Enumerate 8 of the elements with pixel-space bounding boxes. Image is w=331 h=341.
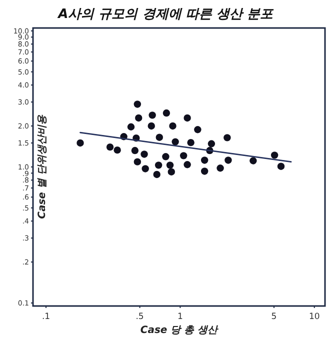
x-tick-label: 1 bbox=[177, 312, 183, 322]
x-tick-label: 10 bbox=[308, 312, 320, 322]
x-axis-title: Case 당 총 생산 bbox=[140, 325, 220, 336]
chart-title: A사의 규모의 경제에 따른 생산 분포 bbox=[57, 7, 274, 22]
x-tick-label: 5 bbox=[271, 312, 277, 322]
x-tick-label: .1 bbox=[42, 312, 50, 322]
y-axis-title: Case 별 단위생산비용 bbox=[37, 114, 48, 219]
x-tick-label: .5 bbox=[136, 312, 144, 322]
